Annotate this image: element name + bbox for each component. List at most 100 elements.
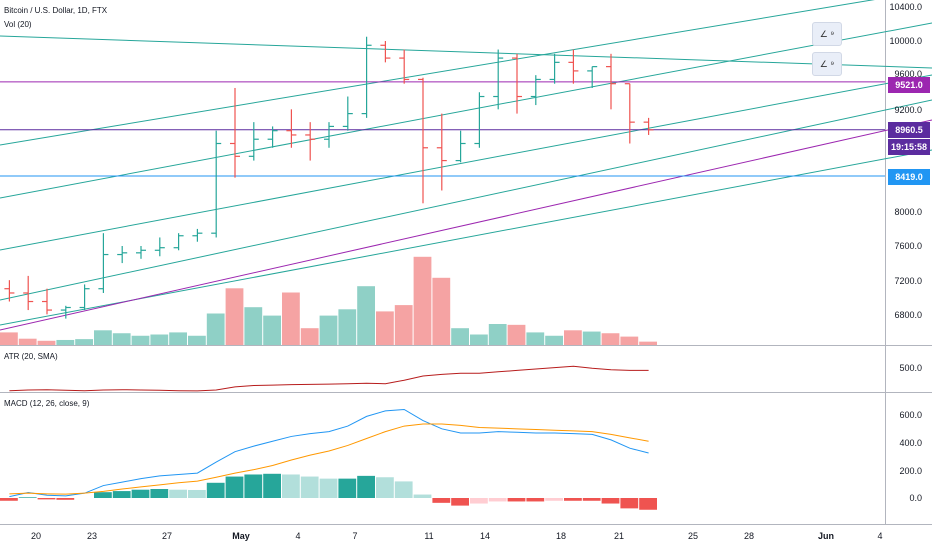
volume-bar bbox=[564, 330, 582, 345]
volume-indicator-label[interactable]: Vol (20) bbox=[4, 20, 32, 29]
macd-histogram-bar bbox=[470, 498, 488, 504]
volume-bar bbox=[620, 336, 639, 345]
fib-channel-tool-button-2[interactable]: ∠ ⁹ bbox=[812, 52, 842, 76]
volume-bar bbox=[282, 292, 300, 345]
macd-histogram-bar bbox=[507, 498, 526, 502]
time-tick: 23 bbox=[86, 531, 98, 541]
price-tick: 6800.0 bbox=[894, 310, 922, 320]
signal-series bbox=[9, 423, 649, 495]
level-tag-8419: 8419.0 bbox=[888, 169, 930, 185]
macd-histogram-bar bbox=[37, 498, 56, 500]
macd-histogram-bar bbox=[150, 489, 169, 498]
time-tick: 4 bbox=[877, 531, 883, 541]
countdown-tag: 19:15:58 bbox=[888, 139, 930, 155]
volume-bar bbox=[188, 335, 206, 345]
macd-histogram-bar bbox=[169, 489, 187, 498]
volume-bar bbox=[432, 277, 451, 345]
volume-bar bbox=[413, 256, 432, 345]
volume-bar bbox=[470, 334, 488, 345]
macd-histogram-bar bbox=[413, 494, 432, 498]
time-tick: 20 bbox=[30, 531, 42, 541]
macd-histogram-bar bbox=[564, 498, 582, 501]
time-tick: 27 bbox=[161, 531, 173, 541]
volume-bar bbox=[150, 334, 169, 345]
volume-bar bbox=[357, 286, 375, 345]
volume-bar bbox=[376, 311, 394, 345]
time-tick: 4 bbox=[295, 531, 301, 541]
fib-channel-tool-button-1[interactable]: ∠ ⁹ bbox=[812, 22, 842, 46]
atr-line bbox=[9, 365, 649, 392]
time-tick: 11 bbox=[424, 531, 434, 541]
level-tag-9521: 9521.0 bbox=[888, 77, 930, 93]
volume-bar bbox=[545, 335, 563, 345]
atr-indicator-label[interactable]: ATR (20, SMA) bbox=[4, 352, 58, 361]
macd-pane bbox=[0, 408, 657, 510]
macd-histogram-bar bbox=[206, 482, 225, 498]
volume-bar bbox=[319, 315, 338, 345]
macd-histogram-bar bbox=[131, 489, 150, 498]
macd-histogram-bar bbox=[394, 481, 413, 498]
time-tick: 21 bbox=[613, 531, 625, 541]
volume-bar bbox=[639, 341, 657, 345]
macd-tick: 600.0 bbox=[899, 410, 922, 420]
macd-histogram-bar bbox=[56, 498, 75, 500]
macd-histogram-bar bbox=[244, 474, 263, 498]
price-tick: 7200.0 bbox=[894, 276, 922, 286]
time-tick: 28 bbox=[743, 531, 755, 541]
last-price-tag: 8960.5 bbox=[888, 122, 930, 138]
macd-histogram-bar bbox=[225, 476, 244, 498]
macd-histogram-bar bbox=[0, 498, 18, 501]
time-tick: 25 bbox=[687, 531, 699, 541]
symbol-title: Bitcoin / U.S. Dollar, 1D, FTX bbox=[4, 6, 108, 15]
macd-tick: 0.0 bbox=[909, 493, 922, 503]
time-tick: 18 bbox=[555, 531, 567, 541]
fib-channel-icon: ∠ ⁹ bbox=[819, 58, 835, 69]
price-tick: 8000.0 bbox=[894, 207, 922, 217]
volume-bar bbox=[582, 331, 601, 345]
macd-histogram-bar bbox=[338, 478, 357, 498]
macd-histogram-bar bbox=[263, 473, 281, 498]
price-tick: 7600.0 bbox=[894, 241, 922, 251]
macd-histogram-bar bbox=[488, 498, 507, 502]
volume-bar bbox=[394, 305, 413, 345]
volume-bar bbox=[488, 324, 507, 345]
macd-histogram-bar bbox=[526, 498, 545, 502]
pane-separators bbox=[0, 0, 932, 525]
purple-trend-line bbox=[0, 119, 932, 331]
volume-bar bbox=[75, 339, 93, 345]
atr-tick: 500.0 bbox=[899, 363, 922, 373]
macd-histogram-bar bbox=[432, 498, 451, 503]
volume-bar bbox=[263, 315, 281, 345]
macd-histogram-bar bbox=[94, 492, 112, 498]
channel-line bbox=[0, 0, 875, 146]
fib-channel-icon: ∠ ⁹ bbox=[819, 28, 835, 39]
volume-bar bbox=[206, 313, 225, 345]
atr-series bbox=[9, 365, 649, 392]
macd-histogram-bar bbox=[545, 498, 563, 501]
time-tick: May bbox=[232, 531, 250, 541]
price-tick: 10400.0 bbox=[889, 2, 922, 12]
macd-histogram-bar bbox=[319, 478, 338, 498]
macd-histogram-bar bbox=[582, 498, 601, 501]
macd-histogram-bar bbox=[601, 498, 620, 504]
channel-line bbox=[0, 35, 932, 69]
volume-bar bbox=[37, 340, 56, 345]
volume-bar bbox=[244, 307, 263, 345]
macd-histogram-bar bbox=[451, 498, 469, 506]
macd-series bbox=[9, 408, 649, 498]
channel-line bbox=[0, 74, 932, 251]
volume-bars bbox=[0, 256, 657, 345]
macd-histogram-bar bbox=[18, 497, 37, 498]
price-tick: 9200.0 bbox=[894, 105, 922, 115]
macd-indicator-label[interactable]: MACD (12, 26, close, 9) bbox=[4, 399, 90, 408]
horizontal-levels[interactable] bbox=[0, 81, 885, 177]
price-tick: 10000.0 bbox=[889, 36, 922, 46]
macd-histogram-bar bbox=[620, 498, 639, 509]
macd-histogram-bar bbox=[300, 476, 319, 498]
macd-histogram-bar bbox=[188, 489, 206, 498]
volume-bar bbox=[131, 335, 150, 345]
trend-channel-lines[interactable] bbox=[0, 0, 932, 331]
volume-bar bbox=[0, 332, 18, 345]
volume-bar bbox=[451, 328, 469, 345]
